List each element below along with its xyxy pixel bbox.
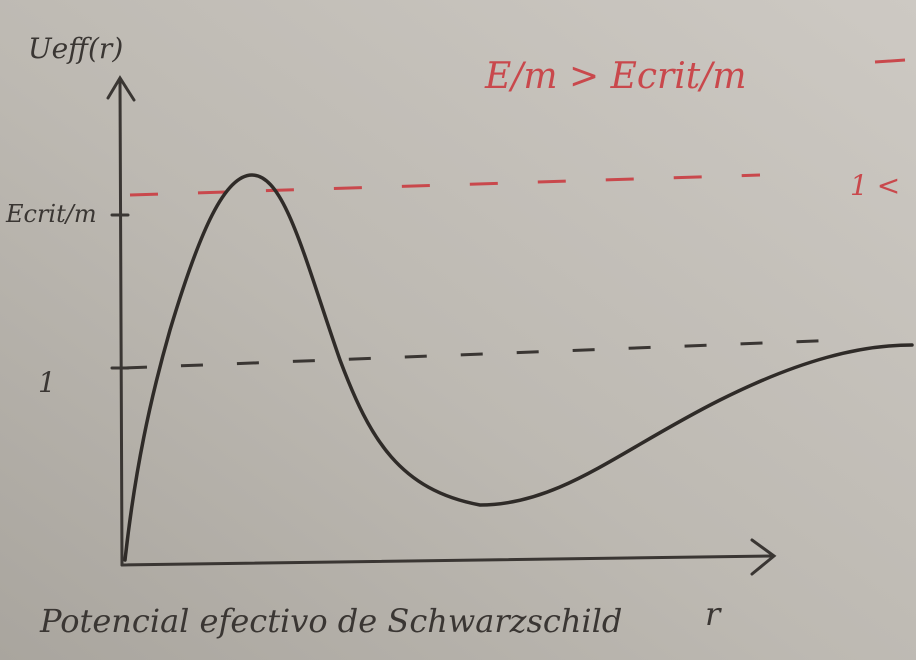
y-axis xyxy=(120,80,122,565)
one-label: 1 xyxy=(38,366,56,399)
side-note: 1 < xyxy=(850,169,900,202)
y-axis-label: Ueff(r) xyxy=(28,32,123,65)
page: {"diagram": { "title": "Potencial efecti… xyxy=(0,0,916,660)
ecrit-label: Ecrit/m xyxy=(5,200,97,228)
title: Potencial efectivo de Schwarzschild xyxy=(39,602,622,640)
red-dash xyxy=(875,60,905,62)
photo: Ueff(r) Ecrit/m 1 E/m > Ecrit/m 1 < Pote… xyxy=(0,0,916,660)
x-axis-label: r xyxy=(705,595,722,633)
condition: E/m > Ecrit/m xyxy=(484,56,747,97)
